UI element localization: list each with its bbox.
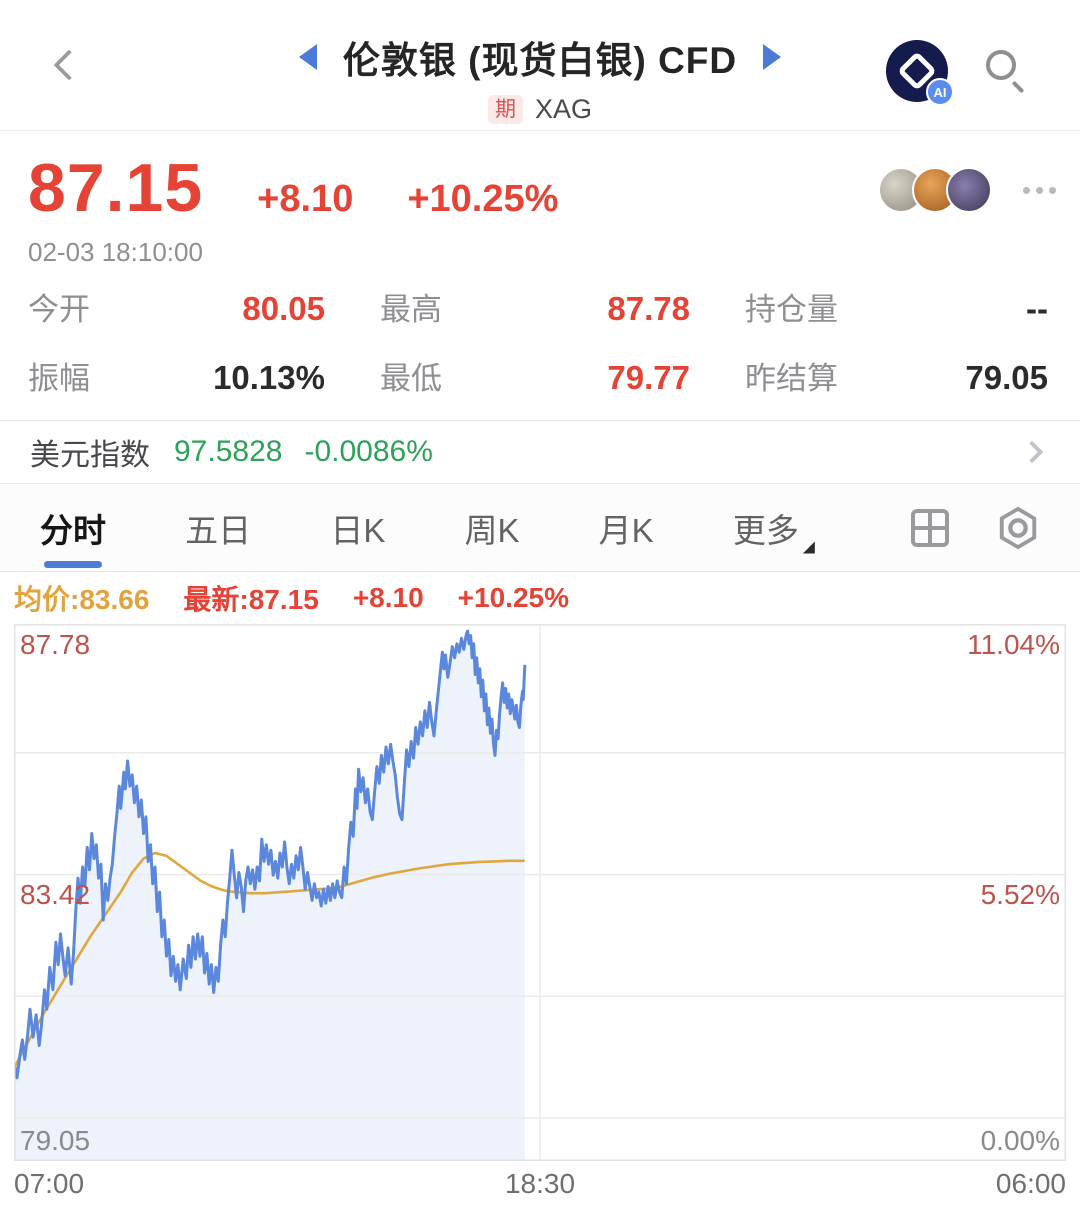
prev-instrument-arrow-icon[interactable] <box>298 44 317 70</box>
legend-change: +8.10 <box>352 582 424 613</box>
last-price: 87.15 <box>28 150 204 226</box>
time-label-middle: 18:30 <box>504 1168 576 1199</box>
quote-block: 87.15 +8.10 +10.25% 02-03 18:10:00 <box>0 131 1080 270</box>
more-caret-icon <box>802 541 815 554</box>
tab-monthly-k[interactable]: 月K <box>598 511 654 549</box>
viewer-avatars[interactable] <box>878 167 992 213</box>
price-chart-canvas[interactable] <box>14 624 1066 1161</box>
symbol-code: XAG <box>534 94 593 124</box>
tab-weekly-k[interactable]: 周K <box>464 511 520 549</box>
quote-timestamp: 02-03 18:10:00 <box>28 237 203 267</box>
chart-period-tabbar: 分时 五日 日K 周K 月K 更多 <box>0 484 1080 572</box>
price-change: +8.10 <box>257 178 354 220</box>
stat-amplitude: 振幅 10.13% <box>28 359 325 396</box>
search-icon <box>986 50 1016 80</box>
time-label-start: 07:00 <box>14 1168 85 1199</box>
dollar-index-change: -0.0086% <box>304 435 433 468</box>
bank-ai-logo[interactable]: AI <box>886 40 954 106</box>
intraday-chart: 87.78 83.42 79.05 11.04% 5.52% 0.00% <box>14 624 1066 1161</box>
tab-intraday[interactable]: 分时 <box>40 486 106 570</box>
stat-low: 最低 79.77 <box>380 359 690 396</box>
dollar-index-label: 美元指数 <box>30 439 150 472</box>
stats-grid: 今开 80.05 最高 87.78 持仓量 -- 振幅 10.13% 最低 79… <box>0 270 1080 420</box>
tab-five-day[interactable]: 五日 <box>185 511 252 549</box>
chart-legend: 均价:83.66 最新:87.15 +8.10 +10.25% <box>0 572 1080 624</box>
stat-high: 最高 87.78 <box>380 290 690 327</box>
legend-change-percent: +10.25% <box>457 582 569 613</box>
legend-avg-price: 均价:83.66 <box>14 584 150 615</box>
time-axis: 07:00 18:30 06:00 <box>14 1161 1066 1207</box>
next-instrument-arrow-icon[interactable] <box>763 44 782 70</box>
header: 伦敦银 (现货白银) CFD 期 XAG AI <box>0 0 1080 131</box>
page-title: 伦敦银 (现货白银) CFD <box>342 40 738 81</box>
settings-hexagon-icon <box>999 506 1037 549</box>
chart-settings-button[interactable] <box>996 506 1040 550</box>
legend-last-price: 最新:87.15 <box>183 584 319 615</box>
more-viewers-ellipsis-icon[interactable] <box>1023 187 1056 194</box>
dollar-index-row[interactable]: 美元指数 97.5828 -0.0086% <box>0 420 1080 484</box>
search-button[interactable] <box>982 46 1032 96</box>
time-label-end: 06:00 <box>995 1168 1066 1199</box>
stat-prev-settle: 昨结算 79.05 <box>745 359 1048 396</box>
search-icon-handle <box>1011 80 1025 94</box>
stat-open: 今开 80.05 <box>28 290 325 327</box>
price-change-percent: +10.25% <box>407 178 559 220</box>
avatar <box>946 167 992 213</box>
tab-more[interactable]: 更多 <box>733 486 815 570</box>
futures-badge: 期 <box>487 94 523 125</box>
ai-badge: AI <box>926 78 954 106</box>
tab-daily-k[interactable]: 日K <box>330 511 386 549</box>
grid-layout-button[interactable] <box>908 506 952 550</box>
dollar-index-value: 97.5828 <box>174 435 283 468</box>
title-block: 伦敦银 (现货白银) CFD 期 XAG <box>0 30 1080 125</box>
chevron-right-icon <box>1020 440 1044 464</box>
stat-open-interest: 持仓量 -- <box>745 290 1048 327</box>
grid-icon <box>910 508 949 547</box>
